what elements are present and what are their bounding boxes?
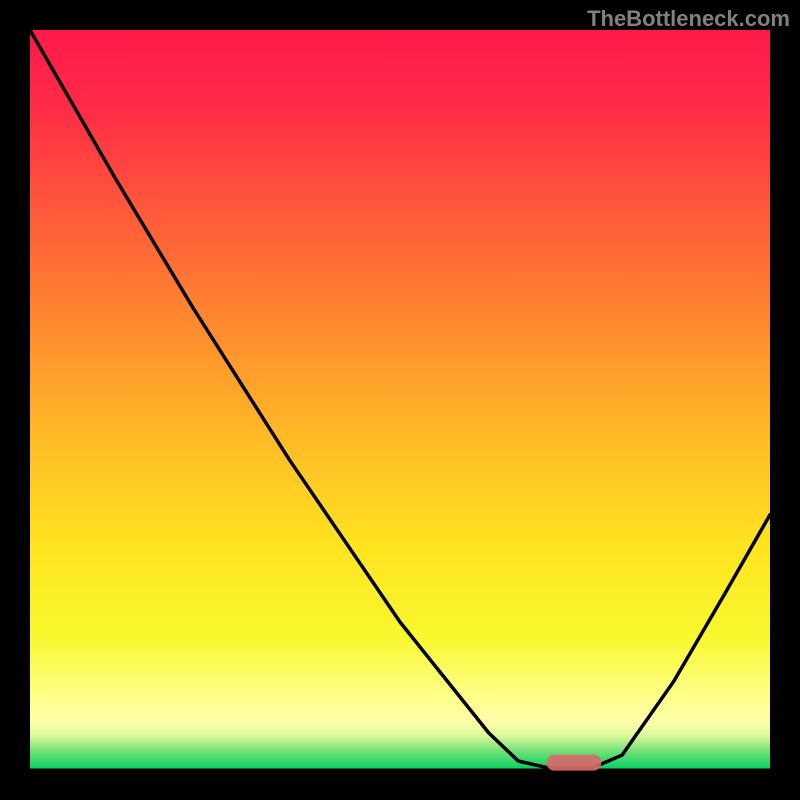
watermark-text: TheBottleneck.com bbox=[587, 6, 790, 32]
bottleneck-chart bbox=[0, 0, 800, 800]
optimal-range-marker bbox=[546, 755, 601, 771]
gradient-plot-area bbox=[30, 30, 770, 770]
